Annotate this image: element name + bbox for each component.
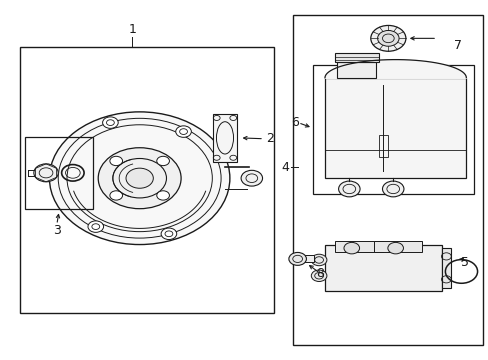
Circle shape bbox=[338, 181, 359, 197]
Text: 2: 2 bbox=[266, 132, 274, 145]
Bar bbox=[441, 248, 450, 288]
Circle shape bbox=[382, 181, 403, 197]
Circle shape bbox=[49, 112, 229, 244]
Bar bbox=[378, 135, 387, 157]
Bar bbox=[312, 65, 473, 194]
Circle shape bbox=[161, 228, 176, 239]
Circle shape bbox=[157, 156, 169, 166]
Bar bbox=[334, 241, 383, 252]
Bar bbox=[325, 244, 441, 291]
Circle shape bbox=[370, 26, 405, 51]
Bar bbox=[25, 137, 93, 209]
Text: 4: 4 bbox=[281, 161, 288, 174]
Circle shape bbox=[288, 252, 306, 265]
Circle shape bbox=[377, 31, 398, 46]
Text: 8: 8 bbox=[315, 267, 324, 280]
Circle shape bbox=[343, 242, 359, 254]
Bar bbox=[334, 53, 378, 62]
Text: 7: 7 bbox=[453, 39, 461, 52]
Text: 6: 6 bbox=[290, 116, 298, 129]
Circle shape bbox=[311, 270, 326, 282]
Text: 1: 1 bbox=[128, 23, 136, 36]
Circle shape bbox=[110, 156, 122, 166]
Circle shape bbox=[110, 191, 122, 200]
Circle shape bbox=[98, 148, 181, 209]
Bar bbox=[20, 47, 273, 313]
Circle shape bbox=[102, 117, 118, 129]
Circle shape bbox=[175, 126, 191, 137]
Circle shape bbox=[34, 164, 58, 182]
Bar bbox=[293, 15, 483, 345]
Bar bbox=[325, 78, 466, 178]
Circle shape bbox=[126, 168, 153, 188]
Bar bbox=[336, 62, 375, 78]
Text: 3: 3 bbox=[53, 224, 61, 237]
Bar bbox=[373, 241, 422, 252]
Circle shape bbox=[88, 221, 103, 232]
Circle shape bbox=[241, 170, 262, 186]
Text: 5: 5 bbox=[461, 256, 468, 269]
Circle shape bbox=[157, 191, 169, 200]
Bar bbox=[296, 255, 313, 262]
Bar bbox=[212, 114, 237, 162]
Circle shape bbox=[387, 242, 403, 254]
Circle shape bbox=[311, 254, 326, 266]
